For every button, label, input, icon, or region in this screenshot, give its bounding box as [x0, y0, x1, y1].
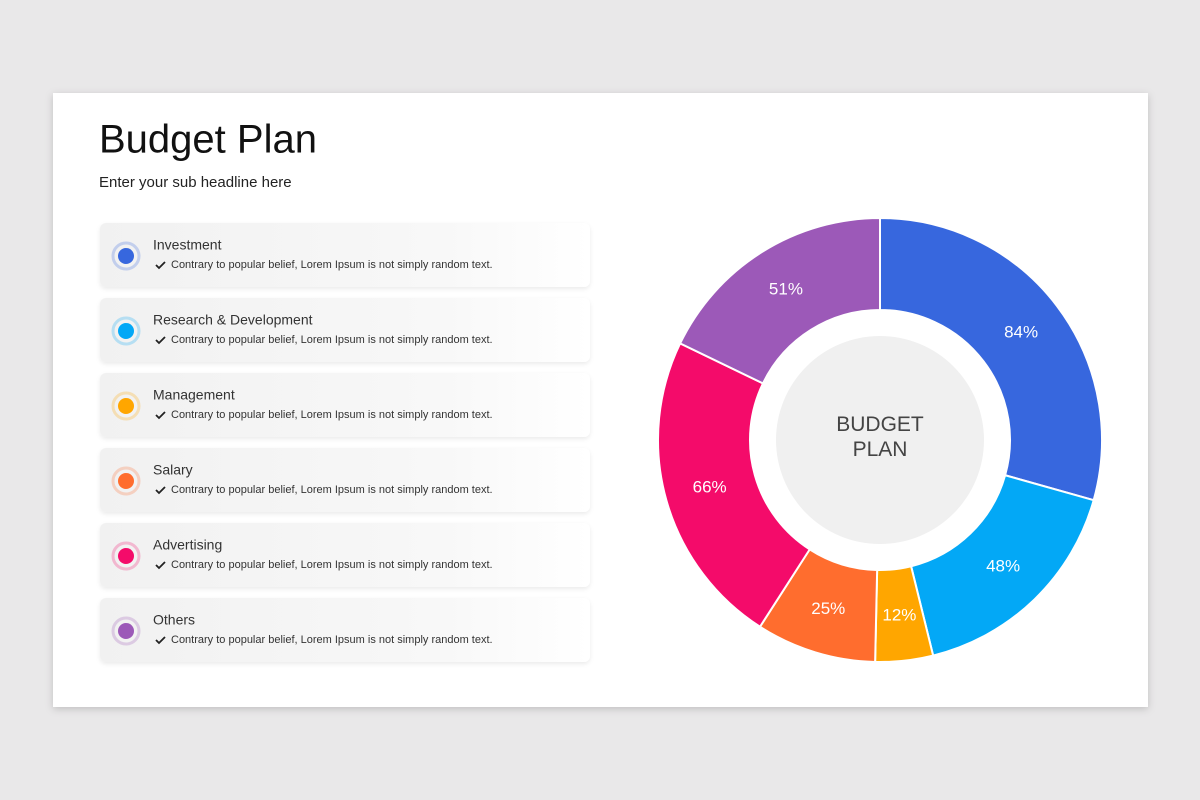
check-icon [155, 636, 166, 645]
legend-label: Management [153, 387, 235, 403]
legend-item: Salary Contrary to popular belief, Lorem … [100, 448, 590, 512]
check-icon [155, 261, 166, 270]
icon [118, 398, 134, 414]
legend-note: Contrary to popular belief, Lorem Ipsum … [171, 409, 493, 421]
icon-halo [111, 541, 141, 571]
item-card [100, 523, 590, 587]
icon [118, 548, 134, 564]
title: Budget Plan [99, 118, 317, 162]
item-card [100, 598, 590, 662]
slice-label: 66% [693, 477, 727, 496]
icon [118, 473, 134, 489]
legend-note: Contrary to popular belief, Lorem Ipsum … [171, 484, 493, 496]
legend-label: Salary [153, 462, 193, 478]
check-icon [155, 486, 166, 495]
legend-note: Contrary to popular belief, Lorem Ipsum … [171, 634, 493, 646]
icon-halo [111, 466, 141, 496]
slice-label: 48% [986, 557, 1020, 576]
item-card [100, 298, 590, 362]
donut-slice [678, 216, 881, 385]
donut-slice [657, 342, 812, 629]
item-card [100, 373, 590, 437]
donut-slice [879, 216, 1103, 502]
legend-note: Contrary to popular belief, Lorem Ipsum … [171, 559, 493, 571]
icon-halo [111, 391, 141, 421]
legend-label: Investment [153, 237, 222, 253]
legend-item: Investment Contrary to popular belief, Lo… [100, 223, 590, 287]
legend-item: Advertising Contrary to popular belief, L… [100, 523, 590, 587]
legend-item: Others Contrary to popular belief, Lorem … [100, 598, 590, 662]
check-icon [155, 411, 166, 420]
inner-disc [776, 336, 984, 544]
icon-halo [111, 241, 141, 271]
check-icon [155, 561, 166, 570]
legend-item: Management Contrary to popular belief, Lo… [100, 373, 590, 437]
legend-label: Others [153, 612, 195, 628]
legend-item: Research & Development Contrary to popula… [100, 298, 590, 362]
icon [118, 323, 134, 339]
item-card [100, 448, 590, 512]
legend-label: Advertising [153, 537, 222, 553]
icon [118, 623, 134, 639]
slice-label: 25% [811, 599, 845, 618]
check-icon [155, 336, 166, 345]
legend-note: Contrary to popular belief, Lorem Ipsum … [171, 334, 493, 346]
slice-label: 51% [769, 280, 803, 299]
center-label: BUDGET PLAN [836, 413, 924, 461]
item-card [100, 223, 590, 287]
slice-label: 84% [1004, 323, 1038, 342]
legend-label: Research & Development [153, 312, 313, 328]
icon [118, 248, 134, 264]
icon-halo [111, 616, 141, 646]
legend-note: Contrary to popular belief, Lorem Ipsum … [171, 259, 493, 271]
icon-halo [111, 316, 141, 346]
subtitle: Enter your sub headline here [99, 174, 292, 191]
slice-label: 12% [882, 605, 916, 624]
